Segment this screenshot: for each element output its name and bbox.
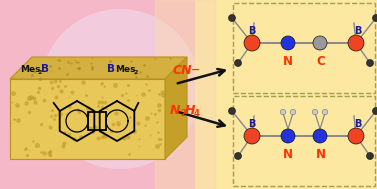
- Bar: [155, 0, 215, 189]
- Ellipse shape: [312, 109, 318, 115]
- Text: N: N: [170, 104, 181, 117]
- Ellipse shape: [348, 35, 364, 51]
- Ellipse shape: [372, 15, 377, 22]
- Text: 2: 2: [37, 70, 41, 75]
- Bar: [233, 3, 375, 93]
- Text: 4: 4: [194, 109, 200, 119]
- Text: B: B: [248, 26, 255, 36]
- Text: 2: 2: [133, 70, 137, 75]
- Text: N: N: [283, 148, 293, 161]
- Ellipse shape: [281, 129, 295, 143]
- Text: B: B: [41, 64, 49, 74]
- Text: 2: 2: [180, 109, 186, 119]
- Ellipse shape: [313, 36, 327, 50]
- Ellipse shape: [244, 128, 260, 144]
- Bar: [195, 0, 377, 189]
- Text: Mes: Mes: [20, 65, 40, 74]
- Text: B: B: [248, 119, 255, 129]
- Ellipse shape: [281, 36, 295, 50]
- Text: B: B: [354, 26, 362, 36]
- Ellipse shape: [228, 108, 236, 115]
- Text: H: H: [185, 104, 196, 117]
- Polygon shape: [10, 57, 187, 79]
- Text: B: B: [107, 64, 115, 74]
- Ellipse shape: [244, 35, 260, 51]
- Ellipse shape: [313, 129, 327, 143]
- Text: −: −: [191, 65, 200, 75]
- Text: B: B: [354, 119, 362, 129]
- Polygon shape: [165, 57, 187, 159]
- Ellipse shape: [372, 108, 377, 115]
- Ellipse shape: [366, 153, 374, 160]
- Text: Mes: Mes: [115, 65, 135, 74]
- Polygon shape: [10, 79, 165, 159]
- Ellipse shape: [234, 153, 242, 160]
- Text: CN: CN: [173, 64, 193, 77]
- Ellipse shape: [280, 109, 286, 115]
- Ellipse shape: [234, 60, 242, 67]
- Text: N: N: [283, 55, 293, 68]
- Ellipse shape: [40, 9, 200, 169]
- Bar: [233, 96, 375, 186]
- Text: C: C: [316, 55, 325, 68]
- Text: N: N: [316, 148, 326, 161]
- Ellipse shape: [290, 109, 296, 115]
- Ellipse shape: [228, 15, 236, 22]
- Ellipse shape: [322, 109, 328, 115]
- Ellipse shape: [366, 60, 374, 67]
- Ellipse shape: [348, 128, 364, 144]
